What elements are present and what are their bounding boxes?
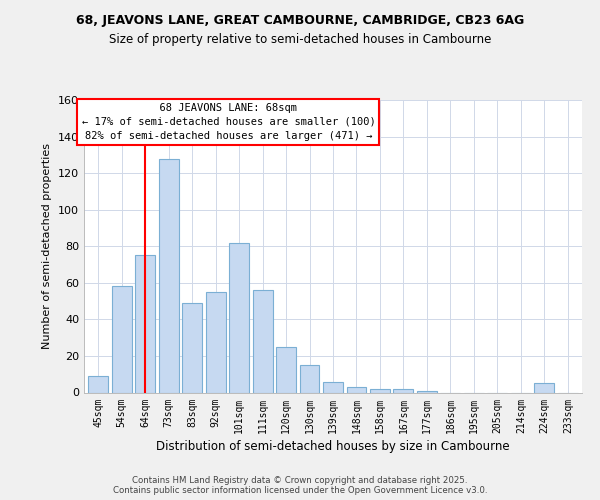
Text: Contains public sector information licensed under the Open Government Licence v3: Contains public sector information licen… (113, 486, 487, 495)
Bar (206, 292, 226, 392)
Bar (158, 158, 179, 392)
Bar (88, 376, 108, 392)
Text: 68 JEAVONS LANE: 68sqm  
← 17% of semi-detached houses are smaller (100)
82% of : 68 JEAVONS LANE: 68sqm ← 17% of semi-det… (82, 103, 375, 141)
Text: 68, JEAVONS LANE, GREAT CAMBOURNE, CAMBRIDGE, CB23 6AG: 68, JEAVONS LANE, GREAT CAMBOURNE, CAMBR… (76, 14, 524, 27)
Text: Contains HM Land Registry data © Crown copyright and database right 2025.: Contains HM Land Registry data © Crown c… (132, 476, 468, 485)
X-axis label: Distribution of semi-detached houses by size in Cambourne: Distribution of semi-detached houses by … (156, 440, 510, 452)
Bar (112, 286, 131, 393)
Bar (229, 242, 249, 392)
Bar (135, 256, 155, 392)
Bar (347, 387, 367, 392)
Y-axis label: Number of semi-detached properties: Number of semi-detached properties (43, 143, 52, 350)
Bar (182, 303, 202, 392)
Bar (323, 382, 343, 392)
Bar (417, 390, 437, 392)
Bar (535, 384, 554, 392)
Bar (276, 347, 296, 393)
Bar (394, 389, 413, 392)
Bar (299, 365, 319, 392)
Text: Size of property relative to semi-detached houses in Cambourne: Size of property relative to semi-detach… (109, 33, 491, 46)
Bar (370, 389, 390, 392)
Bar (253, 290, 272, 392)
